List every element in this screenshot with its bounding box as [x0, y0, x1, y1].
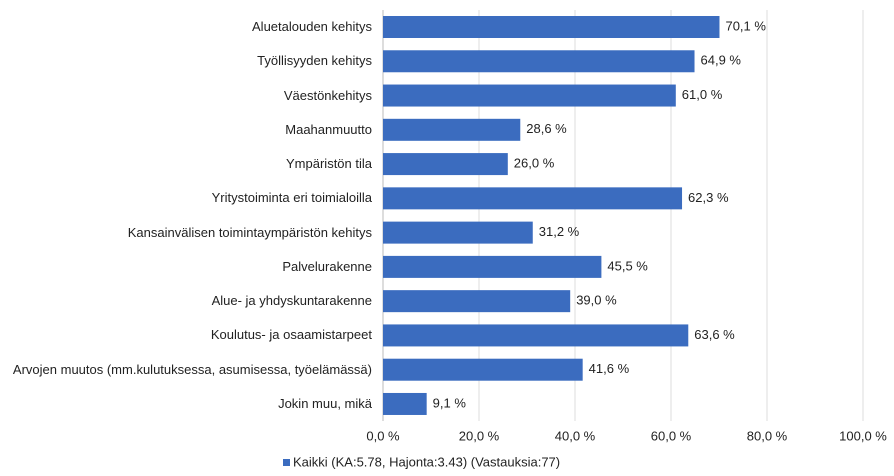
y-tick-label: Maahanmuutto [285, 121, 372, 137]
x-tick-label: 60,0 % [651, 428, 692, 443]
x-tick-label: 100,0 % [839, 428, 887, 443]
bar [383, 392, 427, 415]
data-label: 9,1 % [433, 395, 467, 410]
bar [383, 290, 571, 313]
y-tick-label: Koulutus- ja osaamistarpeet [210, 327, 372, 343]
data-label: 28,6 % [526, 121, 567, 136]
bar [383, 324, 689, 347]
y-tick-label: Väestönkehitys [283, 87, 372, 103]
x-tick-label: 20,0 % [459, 428, 500, 443]
data-label: 61,0 % [682, 87, 723, 102]
data-label: 64,9 % [701, 53, 742, 68]
data-label: 41,6 % [589, 361, 630, 376]
bar [383, 16, 720, 38]
legend-label: Kaikki (KA:5.78, Hajonta:3.43) (Vastauks… [293, 454, 560, 469]
y-tick-label: Alue- ja yhdyskuntarakenne [211, 293, 372, 309]
y-tick-label: Arvojen muutos (mm.kulutuksessa, asumise… [12, 361, 372, 377]
y-tick-label: Aluetalouden kehitys [252, 19, 372, 34]
bar [383, 187, 683, 210]
legend-marker [283, 459, 290, 466]
data-label: 63,6 % [694, 327, 735, 342]
data-label: 31,2 % [539, 224, 580, 239]
y-tick-label: Palvelurakenne [282, 258, 372, 274]
y-tick-label: Ympäristön tila [286, 156, 372, 172]
bar [383, 358, 583, 381]
data-label: 39,0 % [576, 293, 617, 308]
data-label: 62,3 % [688, 190, 729, 205]
bar [383, 84, 676, 107]
y-tick-label: Jokin muu, mikä [278, 395, 372, 411]
x-tick-label: 40,0 % [555, 428, 596, 443]
bar [383, 221, 533, 244]
y-tick-label: Kansainvälisen toimintaympäristön kehity… [127, 224, 372, 240]
bar [383, 50, 695, 73]
data-label: 45,5 % [607, 258, 648, 273]
data-label: 70,1 % [725, 18, 766, 33]
x-tick-label: 80,0 % [747, 428, 788, 443]
bar [383, 118, 521, 141]
y-tick-label: Työllisyyden kehitys [257, 53, 372, 69]
bar [383, 153, 508, 176]
data-label: 26,0 % [514, 156, 555, 171]
bar [383, 255, 602, 278]
y-tick-label: Yritystoiminta eri toimialoilla [211, 190, 372, 206]
x-tick-label: 0,0 % [366, 428, 400, 443]
